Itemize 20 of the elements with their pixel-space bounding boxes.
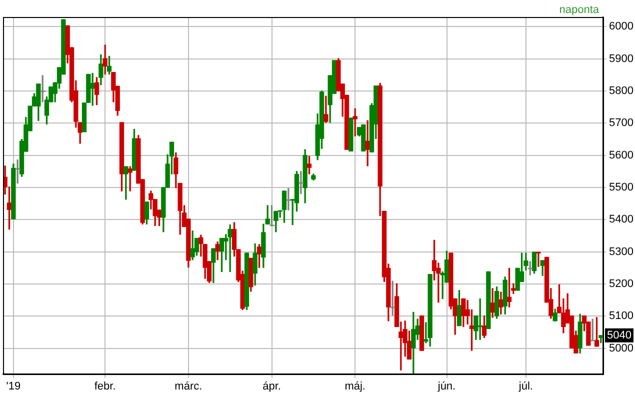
y-tick-label: 5500: [609, 181, 634, 194]
y-tick-label: 5300: [609, 246, 634, 258]
y-tick-label: 5900: [609, 52, 634, 65]
y-tick-label: 5100: [609, 310, 634, 322]
x-tick-label: máj.: [344, 380, 366, 393]
y-tick-label: 5700: [609, 117, 634, 130]
x-tick-label: jún.: [436, 380, 456, 393]
y-tick-label: 5000: [609, 342, 634, 354]
annotation: 5040: [607, 329, 632, 342]
x-tick-label: ápr.: [262, 380, 281, 393]
y-tick-label: 5400: [609, 214, 634, 226]
y-tick-label: 5600: [609, 149, 634, 162]
x-tick-label: '19: [6, 380, 21, 393]
y-tick-label: 6000: [609, 20, 634, 33]
y-tick-label: 5800: [609, 85, 634, 98]
text: naponta: [559, 4, 600, 16]
x-tick-label: júl.: [518, 380, 533, 393]
y-tick-label: 5200: [609, 278, 634, 290]
x-tick-label: febr.: [94, 380, 116, 393]
x-tick-label: márc.: [174, 380, 202, 393]
